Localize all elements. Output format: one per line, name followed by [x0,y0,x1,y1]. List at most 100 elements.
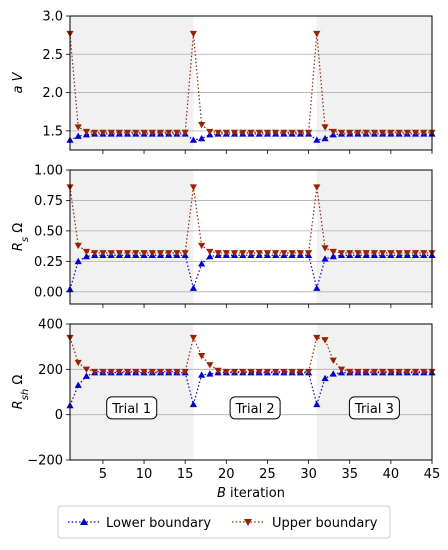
data-point-upper [198,353,206,360]
y-tick-label: 200 [38,363,63,378]
data-point-lower [206,252,214,260]
x-tick-label: 5 [99,467,107,482]
data-point-upper [387,129,395,136]
data-point-upper [337,129,346,136]
data-point-upper [156,368,165,376]
y-tick-label: 2.5 [42,48,63,63]
x-tick-label: 20 [218,467,235,482]
data-point-lower [189,284,198,291]
y-axis-label-sub: s [20,237,31,242]
data-point-upper [263,129,272,136]
data-point-upper [313,184,321,191]
trial-box-1 [106,396,158,420]
data-point-upper [91,129,99,136]
data-point-upper [337,366,346,373]
panel-frame [69,169,433,305]
data-point-upper [411,250,420,257]
data-point-upper [82,366,91,373]
data-point-upper [148,250,156,257]
y-tick-label: 0.75 [34,194,63,209]
data-point-upper [280,368,288,376]
y-tick-label: 0.00 [34,285,63,300]
data-point-upper [387,368,395,376]
legend-frame [57,505,391,539]
data-point-upper [321,124,329,131]
data-point-upper [329,248,337,256]
data-point-upper [107,129,115,136]
data-point-upper [99,250,107,257]
data-point-upper [395,129,403,136]
data-point-upper [222,250,230,257]
data-point-upper [173,129,181,136]
data-point-lower [74,132,82,139]
data-point-lower [198,260,206,267]
data-point-upper [239,129,247,136]
data-point-upper [132,129,140,136]
data-point-lower [198,371,206,378]
data-point-upper [214,367,222,375]
data-point-upper [255,368,263,376]
data-point-upper [403,250,411,257]
data-point-upper [123,250,132,257]
trial-shade-1 [70,170,194,304]
data-point-upper [132,250,140,257]
data-point-lower [329,370,337,377]
y-tick-label: 1.00 [34,164,63,179]
series-line-lower [69,372,432,407]
data-point-upper [247,129,255,136]
data-point-lower [313,136,321,143]
data-point-upper [420,129,428,136]
y-axis-label-unit: Ω [11,223,26,237]
data-point-upper [370,129,379,136]
data-point-upper [263,250,272,257]
data-point-upper [198,242,206,250]
data-point-upper [91,250,99,257]
data-point-upper [395,368,403,376]
data-point-upper [313,30,321,38]
trial-box-3 [348,396,400,420]
data-point-upper [354,129,362,136]
data-point-upper [403,129,411,136]
data-point-upper [165,368,173,376]
trial-box-2 [229,396,281,420]
y-axis-label-unit: Ω [11,375,26,389]
data-point-upper [115,250,123,257]
y-axis-label-main: R [11,400,26,409]
y-axis-label: Rsh Ω [11,375,31,410]
data-point-upper [148,368,156,376]
x-axis-label: B iteration [217,486,285,501]
x-tick-label: 35 [341,467,358,482]
data-point-upper [222,368,230,376]
x-axis-label-text: iteration [226,486,285,501]
data-point-upper [140,368,148,376]
y-axis-label-main: R [11,242,26,251]
trial-label-1: Trial 1 [111,402,151,417]
data-point-upper [354,368,362,376]
data-point-upper [329,128,337,136]
data-point-upper [181,129,189,136]
data-point-upper [280,129,288,136]
x-tick-label: 30 [300,467,317,482]
data-point-lower [321,134,329,142]
data-point-upper [198,122,206,129]
data-point-upper [337,250,346,257]
data-point-lower [82,252,91,260]
data-point-upper [387,250,395,257]
data-point-lower [82,372,91,379]
data-point-upper [189,334,198,342]
data-point-lower [321,374,329,382]
x-tick-label: 15 [177,467,194,482]
data-point-upper [288,129,296,136]
data-point-upper [321,245,329,252]
data-point-upper [82,128,91,136]
data-point-upper [304,129,313,136]
data-point-upper [403,368,411,376]
data-point-upper [206,362,214,369]
x-tick-label: 40 [383,467,400,482]
data-point-upper [148,129,156,136]
series-line-upper [69,335,432,373]
data-point-upper [222,129,230,136]
data-point-upper [272,250,280,257]
data-point-upper [379,368,387,376]
data-point-upper [156,250,165,257]
